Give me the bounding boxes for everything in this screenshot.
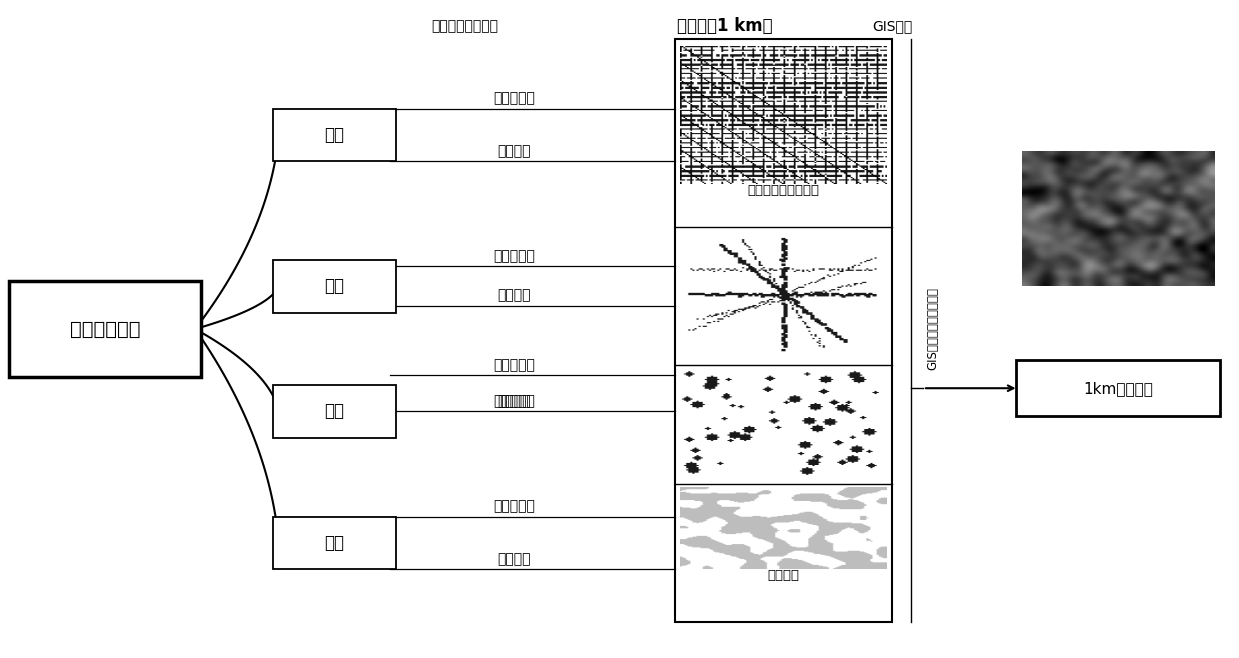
Text: 柴油消费量: 柴油消费量 (493, 249, 535, 263)
Text: 航空: 航空 (325, 402, 344, 420)
Text: 煤油消费量: 煤油消费量 (493, 394, 535, 408)
FancyBboxPatch shape (10, 282, 201, 376)
FancyBboxPatch shape (1016, 361, 1220, 417)
Text: 铁路网格: 铁路网格 (768, 319, 799, 332)
Text: 油品消费量: 油品消费量 (493, 91, 535, 105)
Text: 道路网格（分等级）: 道路网格（分等级） (747, 184, 820, 197)
Text: 水运: 水运 (325, 534, 344, 552)
Text: 机场吞吐量: 机场吞吐量 (493, 358, 535, 372)
Text: 排放因子: 排放因子 (497, 394, 532, 408)
Text: 1km排放网格: 1km排放网格 (1083, 381, 1154, 395)
Text: 水运航道: 水运航道 (768, 569, 799, 582)
Text: GIS空间分析，量门汇总: GIS空间分析，量门汇总 (927, 288, 939, 370)
Text: 油品消费量: 油品消费量 (493, 499, 535, 513)
Text: 道路: 道路 (325, 126, 344, 144)
Text: 交通排放清单: 交通排放清单 (71, 320, 140, 338)
FancyBboxPatch shape (273, 109, 396, 161)
Text: 自上而下清单计算: 自上而下清单计算 (431, 19, 498, 34)
FancyBboxPatch shape (273, 260, 396, 313)
Text: 排放因子: 排放因子 (497, 144, 532, 158)
Text: 排放因子: 排放因子 (497, 289, 532, 303)
Text: 空间化（1 km）: 空间化（1 km） (676, 17, 773, 36)
Text: 铁路: 铁路 (325, 277, 344, 295)
Text: 机场点位: 机场点位 (768, 444, 799, 457)
Text: GIS网格: GIS网格 (872, 19, 912, 34)
FancyBboxPatch shape (273, 385, 396, 438)
FancyBboxPatch shape (675, 39, 892, 622)
FancyBboxPatch shape (273, 517, 396, 569)
Text: 排放因子: 排放因子 (497, 552, 532, 566)
